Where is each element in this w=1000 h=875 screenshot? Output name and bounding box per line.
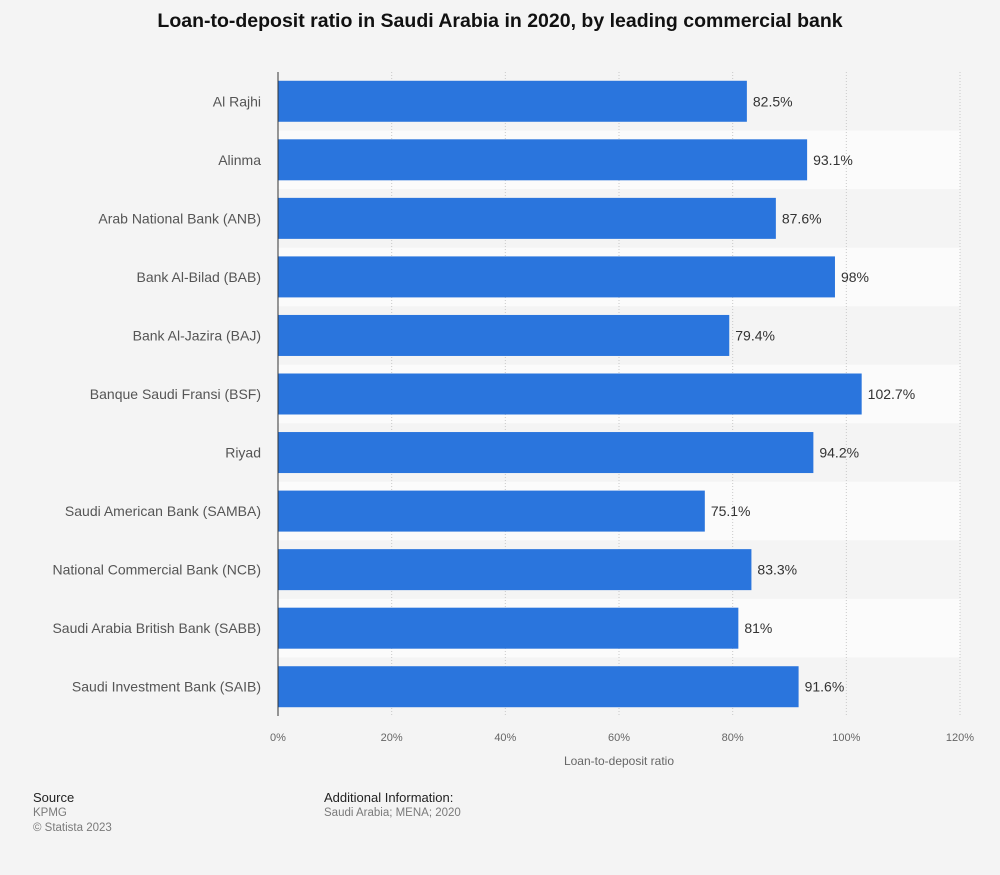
category-label: Al Rajhi [213,93,261,109]
x-axis-title: Loan-to-deposit ratio [564,754,674,768]
value-label: 94.2% [819,445,859,461]
value-label: 82.5% [753,93,793,109]
value-label: 79.4% [735,327,775,343]
category-label: Alinma [218,152,261,168]
x-tick-label: 40% [494,732,516,744]
bar[interactable] [278,256,835,298]
chart-title: Loan-to-deposit ratio in Saudi Arabia in… [157,10,843,32]
copyright: © Statista 2023 [33,822,112,834]
bar[interactable] [278,607,739,649]
x-tick-label: 120% [946,732,974,744]
bar[interactable] [278,197,776,239]
value-label: 102.7% [868,386,915,402]
bar[interactable] [278,549,752,591]
category-label: Riyad [225,445,261,461]
bars [278,80,862,708]
category-label: Banque Saudi Fransi (BSF) [90,386,261,402]
value-label: 93.1% [813,152,853,168]
category-label: Saudi American Bank (SAMBA) [65,503,261,519]
category-labels: Al Rajhi Alinma Arab National Bank (ANB) Ba… [52,93,261,694]
x-tick-label: 0% [270,732,286,744]
value-label: 83.3% [757,562,797,578]
category-label: Bank Al-Jazira (BAJ) [133,327,261,343]
bar[interactable] [278,432,814,474]
value-label: 87.6% [782,210,822,226]
x-tick-label: 80% [722,732,744,744]
value-label: 91.6% [805,679,845,695]
bar[interactable] [278,666,799,708]
category-label: Saudi Investment Bank (SAIB) [72,679,261,695]
x-tick-labels: 0% 20% 40% 60% 80% 100% 120% [270,732,974,744]
x-tick-label: 20% [381,732,403,744]
category-label: Bank Al-Bilad (BAB) [137,269,262,285]
bar[interactable] [278,490,705,532]
x-tick-label: 100% [832,732,860,744]
x-tick-label: 60% [608,732,630,744]
bar[interactable] [278,80,747,122]
value-labels: 82.5% 93.1% 87.6% 98% 79.4% 102.7% 94.2% 75.1% 8… [711,93,915,694]
info-text: Saudi Arabia; MENA; 2020 [324,806,461,819]
category-label: Arab National Bank (ANB) [98,210,261,226]
category-label: Saudi Arabia British Bank (SABB) [52,620,261,636]
footer-additional-info: Additional Information: Saudi Arabia; ME… [324,790,461,821]
footer-source: Source KPMG © Statista 2023 [33,790,112,837]
bar-chart: Al Rajhi Alinma Arab National Bank (ANB) Ba… [52,72,974,768]
bar[interactable] [278,373,862,415]
value-label: 81% [744,620,772,636]
bar[interactable] [278,139,808,181]
bar[interactable] [278,314,730,356]
value-label: 98% [841,269,869,285]
info-heading: Additional Information: [324,790,454,805]
value-label: 75.1% [711,503,751,519]
source-heading: Source [33,790,75,805]
source-name[interactable]: KPMG [33,806,67,819]
category-label: National Commercial Bank (NCB) [52,562,261,578]
